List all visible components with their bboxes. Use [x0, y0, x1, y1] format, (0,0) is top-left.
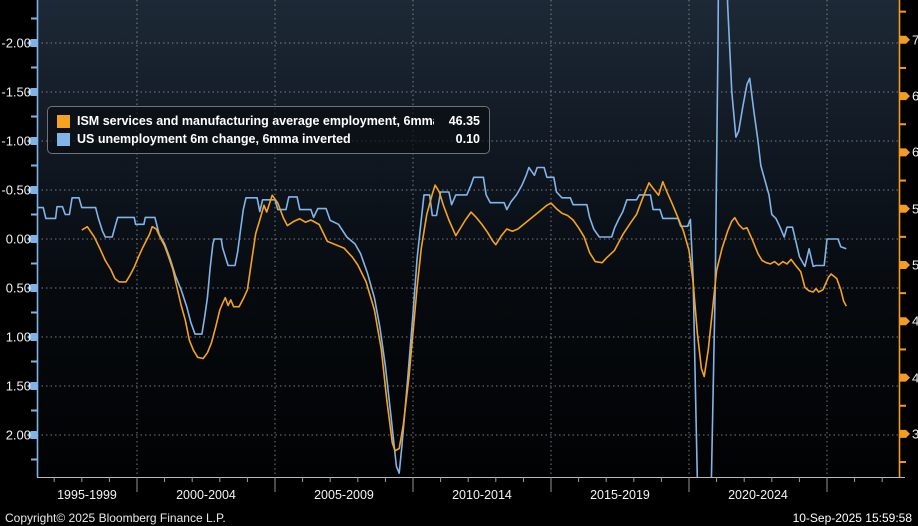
datetime-text: 10-Sep-2025 15:59:58: [792, 511, 912, 525]
x-axis-range-label: 1995-1999: [57, 488, 117, 502]
x-axis-range-label: 2005-2009: [314, 488, 374, 502]
legend[interactable]: ISM services and manufacturing average e…: [47, 106, 490, 154]
left-axis-major-tick: [27, 333, 37, 341]
ism-series-swatch-icon: [57, 114, 70, 128]
left-axis-minor-tick: [31, 66, 37, 69]
left-axis-minor-tick: [31, 360, 37, 363]
legend-label-ism: ISM services and manufacturing average e…: [77, 114, 434, 128]
axis-ticks: [27, 10, 910, 492]
left-axis-major-tick: [27, 382, 37, 390]
left-axis-minor-tick: [31, 409, 37, 412]
right-axis-minor-tick: [900, 179, 906, 182]
left-axis-major-tick: [27, 39, 37, 47]
right-axis-tick-label: 45: [912, 313, 918, 329]
right-axis-minor-tick: [900, 10, 906, 13]
right-axis-major-tick: [900, 204, 910, 213]
right-axis-major-tick: [900, 317, 910, 326]
copyright-text: Copyright© 2025 Bloomberg Finance L.P.: [5, 511, 226, 525]
plot-background: [37, 0, 900, 477]
right-axis-tick-label: 35: [912, 426, 918, 442]
legend-value-unemployment: 0.10: [455, 132, 480, 146]
right-axis-minor-tick: [900, 66, 906, 69]
series-group: [37, 0, 848, 477]
right-axis-minor-tick: [900, 461, 906, 464]
left-axis-major-tick: [27, 431, 37, 439]
right-axis-major-tick: [900, 92, 910, 101]
left-axis-tick-label: -1.50: [1, 84, 31, 100]
legend-value-ism: 46.35: [448, 114, 480, 128]
left-axis-tick-label: 1.00: [5, 329, 31, 345]
right-axis-tick-label: 50: [912, 257, 918, 273]
right-axis-tick-label: 65: [912, 88, 918, 104]
left-axis-tick-label: 2.00: [5, 427, 31, 443]
x-axis-range-label: 2000-2004: [176, 488, 236, 502]
legend-row-ism[interactable]: ISM services and manufacturing average e…: [57, 112, 480, 130]
right-axis-minor-tick: [900, 123, 906, 126]
left-axis-major-tick: [27, 88, 37, 96]
right-axis-tick-label: 60: [912, 144, 918, 160]
right-axis-minor-tick: [900, 292, 906, 295]
left-axis-minor-tick: [31, 115, 37, 118]
left-axis-minor-tick: [31, 311, 37, 314]
left-axis-major-tick: [27, 186, 37, 194]
x-axis-range-label: 2010-2014: [452, 488, 512, 502]
right-axis-major-tick: [900, 35, 910, 44]
legend-row-unemployment[interactable]: US unemployment 6m change, 6mma inverted…: [57, 130, 480, 148]
left-axis-major-tick: [27, 284, 37, 292]
left-axis-minor-tick: [31, 17, 37, 20]
left-axis-tick-label: -2.00: [1, 35, 31, 51]
left-axis-minor-tick: [31, 458, 37, 461]
right-axis-major-tick: [900, 429, 910, 438]
right-axis-tick-label: 70: [912, 32, 918, 48]
right-axis-minor-tick: [900, 404, 906, 407]
x-axis-range-label: 2015-2019: [590, 488, 650, 502]
left-axis-tick-label: 1.50: [5, 378, 31, 394]
left-axis-minor-tick: [31, 262, 37, 265]
unemployment-line-series: [37, 0, 847, 477]
legend-label-unemployment: US unemployment 6m change, 6mma inverted: [77, 132, 351, 146]
x-axis-range-label: 2020-2024: [728, 488, 788, 502]
left-axis-tick-label: 0.50: [5, 280, 31, 296]
right-axis-major-tick: [900, 261, 910, 269]
right-axis-major-tick: [900, 148, 910, 157]
unemployment-series-swatch-icon: [57, 132, 70, 146]
left-axis-major-tick: [27, 235, 37, 243]
left-axis-minor-tick: [31, 164, 37, 167]
left-axis-tick-label: 0.00: [5, 231, 31, 247]
left-axis-tick-label: -1.00: [1, 133, 31, 149]
right-axis-tick-label: 55: [912, 201, 918, 217]
right-axis-minor-tick: [900, 348, 906, 351]
right-axis-minor-tick: [900, 235, 906, 238]
ism-employment-line-series: [81, 180, 848, 452]
left-axis-tick-label: -0.50: [1, 182, 31, 198]
left-axis-minor-tick: [31, 213, 37, 216]
right-axis-major-tick: [900, 373, 910, 382]
left-axis-major-tick: [27, 137, 37, 145]
right-axis-tick-label: 40: [912, 370, 918, 386]
